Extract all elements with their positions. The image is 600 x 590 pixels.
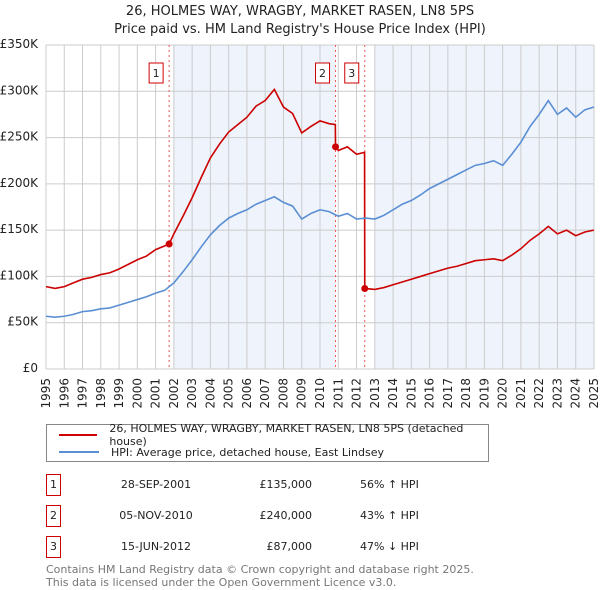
- sale-marker-label: 3: [348, 67, 355, 80]
- legend-label: 26, HOLMES WAY, WRAGBY, MARKET RASEN, LN…: [109, 422, 464, 448]
- x-tick-label: 1999: [112, 378, 126, 409]
- sale-marker-box: [315, 62, 331, 84]
- x-tick-label: 2024: [569, 378, 583, 409]
- sale-date: 15-JUN-2012: [120, 540, 192, 553]
- y-tick-label: £200K: [0, 176, 39, 190]
- sale-point: [165, 240, 173, 248]
- legend-swatch-red: [59, 434, 98, 436]
- x-tick-label: 2009: [295, 378, 309, 409]
- x-tick-label: 2021: [514, 378, 528, 409]
- y-tick-label: £100K: [0, 268, 39, 282]
- y-tick-label: £150K: [0, 222, 39, 236]
- sale-number: 1: [46, 474, 61, 496]
- x-tick-label: 2002: [167, 378, 181, 409]
- plot-area: 1995 1996 1997 1998 1999 2000 2001 2002 2003 2004…: [0, 37, 600, 409]
- legend-swatch-blue: [59, 451, 99, 453]
- x-tick-label: 2007: [258, 378, 272, 409]
- sale-marker-box: [148, 62, 164, 84]
- property-price-line: [45, 87, 595, 291]
- sale-hpi-change: 43% ↑ HPI: [360, 509, 419, 522]
- y-tick-label: £50K: [7, 315, 39, 329]
- sale-hpi-change: 56% ↑ HPI: [360, 478, 419, 491]
- y-tick-label: £300K: [0, 83, 39, 97]
- legend-item-property: 26, HOLMES WAY, WRAGBY, MARKET RASEN, LN…: [59, 422, 488, 448]
- x-tick-label: 2025: [587, 378, 600, 409]
- sale-price: £240,000: [259, 509, 313, 522]
- x-tick-label: 2018: [459, 378, 473, 409]
- footer: Contains HM Land Registry data © Crown c…: [46, 563, 474, 589]
- x-tick-label: 2008: [276, 378, 290, 409]
- x-tick-label: 2013: [368, 378, 382, 409]
- legend-item-hpi: HPI: Average price, detached house, East…: [59, 444, 384, 460]
- x-tick-label: 1998: [94, 378, 108, 409]
- x-tick-label: 2004: [203, 378, 217, 409]
- x-tick-label: 2020: [496, 378, 510, 409]
- sale-marker-label: 1: [153, 67, 160, 80]
- x-tick-label: 2001: [149, 378, 163, 409]
- legend: 26, HOLMES WAY, WRAGBY, MARKET RASEN, LN…: [46, 422, 489, 462]
- sale-row: 3 15-JUN-2012 £87,000 47% ↓ HPI: [46, 536, 566, 558]
- x-tick-label: 2000: [130, 378, 144, 409]
- x-tick-label: 2023: [550, 378, 564, 409]
- x-tick-label: 2012: [350, 378, 364, 409]
- x-tick-label: 2017: [441, 378, 455, 409]
- x-tick-label: 1997: [76, 378, 90, 409]
- sale-price: £87,000: [266, 540, 313, 553]
- sale-marker-label: 2: [319, 67, 326, 80]
- y-tick-label: £0: [23, 361, 38, 375]
- x-tick-label: 2014: [386, 378, 400, 409]
- x-tick-label: 1995: [39, 378, 53, 409]
- x-tick-label: 2022: [532, 378, 546, 409]
- sale-marker-box: [344, 62, 360, 84]
- legend-label: HPI: Average price, detached house, East…: [111, 445, 385, 459]
- shaded-region: [173, 45, 336, 369]
- chart-subtitle: Price paid vs. HM Land Registry's House …: [114, 22, 486, 37]
- sale-row: 1 28-SEP-2001 £135,000 56% ↑ HPI: [46, 474, 566, 496]
- x-tick-label: 2016: [423, 378, 437, 409]
- x-tick-label: 2006: [240, 378, 254, 409]
- y-tick-label: £250K: [0, 130, 39, 144]
- x-tick-label: 1996: [57, 378, 71, 409]
- sale-point: [332, 143, 340, 151]
- x-tick-label: 2015: [404, 378, 418, 409]
- sale-date: 28-SEP-2001: [120, 478, 192, 491]
- x-tick-label: 2005: [222, 378, 236, 409]
- hpi-line: [45, 99, 595, 318]
- sale-number: 3: [46, 536, 61, 558]
- sale-number: 2: [46, 505, 61, 527]
- sale-row: 2 05-NOV-2010 £240,000 43% ↑ HPI: [46, 505, 566, 527]
- chart-title: 26, HOLMES WAY, WRAGBY, MARKET RASEN, LN…: [125, 4, 475, 19]
- x-tick-label: 2019: [477, 378, 491, 409]
- x-tick-label: 2010: [313, 378, 327, 409]
- x-tick-label: 2011: [331, 378, 345, 409]
- sale-point: [361, 284, 369, 292]
- y-tick-label: £350K: [0, 37, 39, 51]
- x-tick-label: 2003: [185, 378, 199, 409]
- footer-line: This data is licensed under the Open Gov…: [46, 575, 397, 589]
- footer-line: Contains HM Land Registry data © Crown c…: [46, 563, 474, 576]
- sale-price: £135,000: [259, 478, 313, 491]
- sale-date: 05-NOV-2010: [119, 509, 193, 522]
- sale-hpi-change: 47% ↓ HPI: [360, 540, 419, 553]
